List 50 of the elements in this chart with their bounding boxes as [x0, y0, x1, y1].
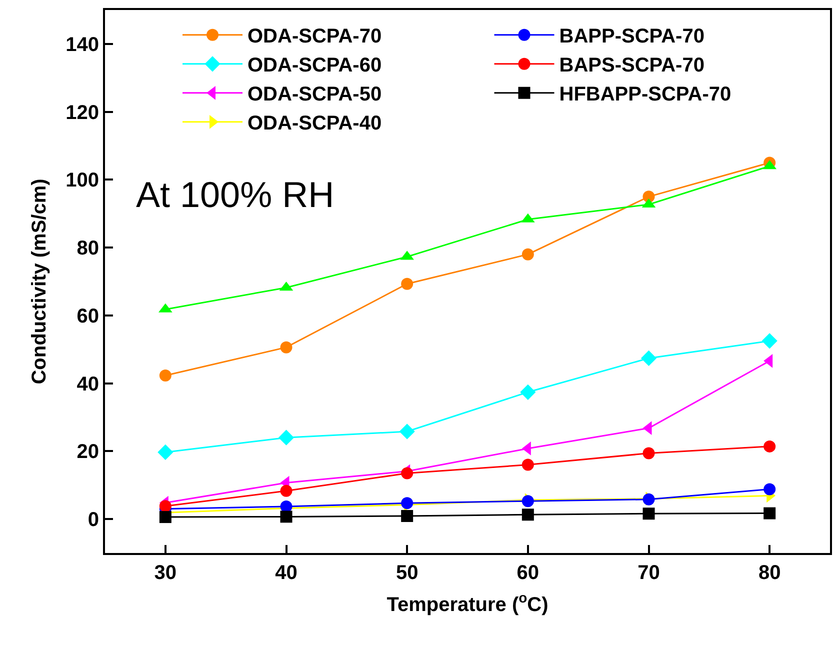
point [764, 483, 776, 496]
point [280, 484, 292, 497]
annotation: At 100% RH [136, 174, 334, 215]
legend-label: BAPP-SCPA-70 [559, 26, 704, 48]
legend-label: ODA-SCPA-70 [248, 26, 382, 48]
x-tick-label: 40 [275, 562, 298, 584]
point [159, 370, 172, 382]
x-tick-label: 50 [396, 562, 418, 584]
x-tick-label: 30 [154, 562, 177, 584]
point [764, 440, 776, 452]
point [522, 508, 534, 521]
x-tick-label: 70 [638, 562, 660, 584]
point [278, 430, 294, 446]
point [642, 493, 655, 506]
point [280, 341, 292, 354]
x-axis-title: Temperature ($^{o}$C) [386, 590, 548, 616]
y-tick-label: 120 [66, 102, 99, 124]
y-tick-label: 60 [76, 305, 99, 328]
legend-label: HFBAPP-SCPA-70 [559, 84, 732, 106]
legend-label: BAPS-SCPA-70 [559, 54, 704, 77]
point [522, 458, 534, 471]
legend-label: ODA-SCPA-50 [248, 84, 382, 106]
point [280, 510, 292, 523]
x-tick-label: 80 [758, 562, 781, 584]
x-tick-label: 60 [516, 562, 540, 584]
y-tick-label: 80 [76, 238, 99, 260]
point [520, 384, 536, 400]
point [401, 467, 414, 480]
point [522, 248, 534, 260]
y-tick-label: 20 [76, 441, 99, 464]
point [401, 497, 414, 510]
y-tick-label: 0 [88, 509, 99, 532]
point [399, 424, 415, 440]
point [764, 507, 776, 520]
y-axis-title: Conductivity (mS/cm) [28, 178, 51, 384]
point [642, 447, 655, 460]
point [401, 278, 414, 290]
y-tick-label: 140 [66, 34, 99, 56]
point [159, 511, 172, 524]
point [158, 444, 174, 460]
point [762, 333, 778, 349]
point [401, 510, 414, 522]
point [159, 500, 172, 512]
legend-label: ODA-SCPA-40 [248, 112, 382, 135]
point [642, 508, 655, 520]
point [640, 350, 657, 366]
y-tick-label: 100 [66, 170, 99, 192]
y-tick-label: 40 [76, 373, 99, 396]
point [522, 495, 534, 508]
legend-label: ODA-SCPA-60 [248, 54, 382, 77]
